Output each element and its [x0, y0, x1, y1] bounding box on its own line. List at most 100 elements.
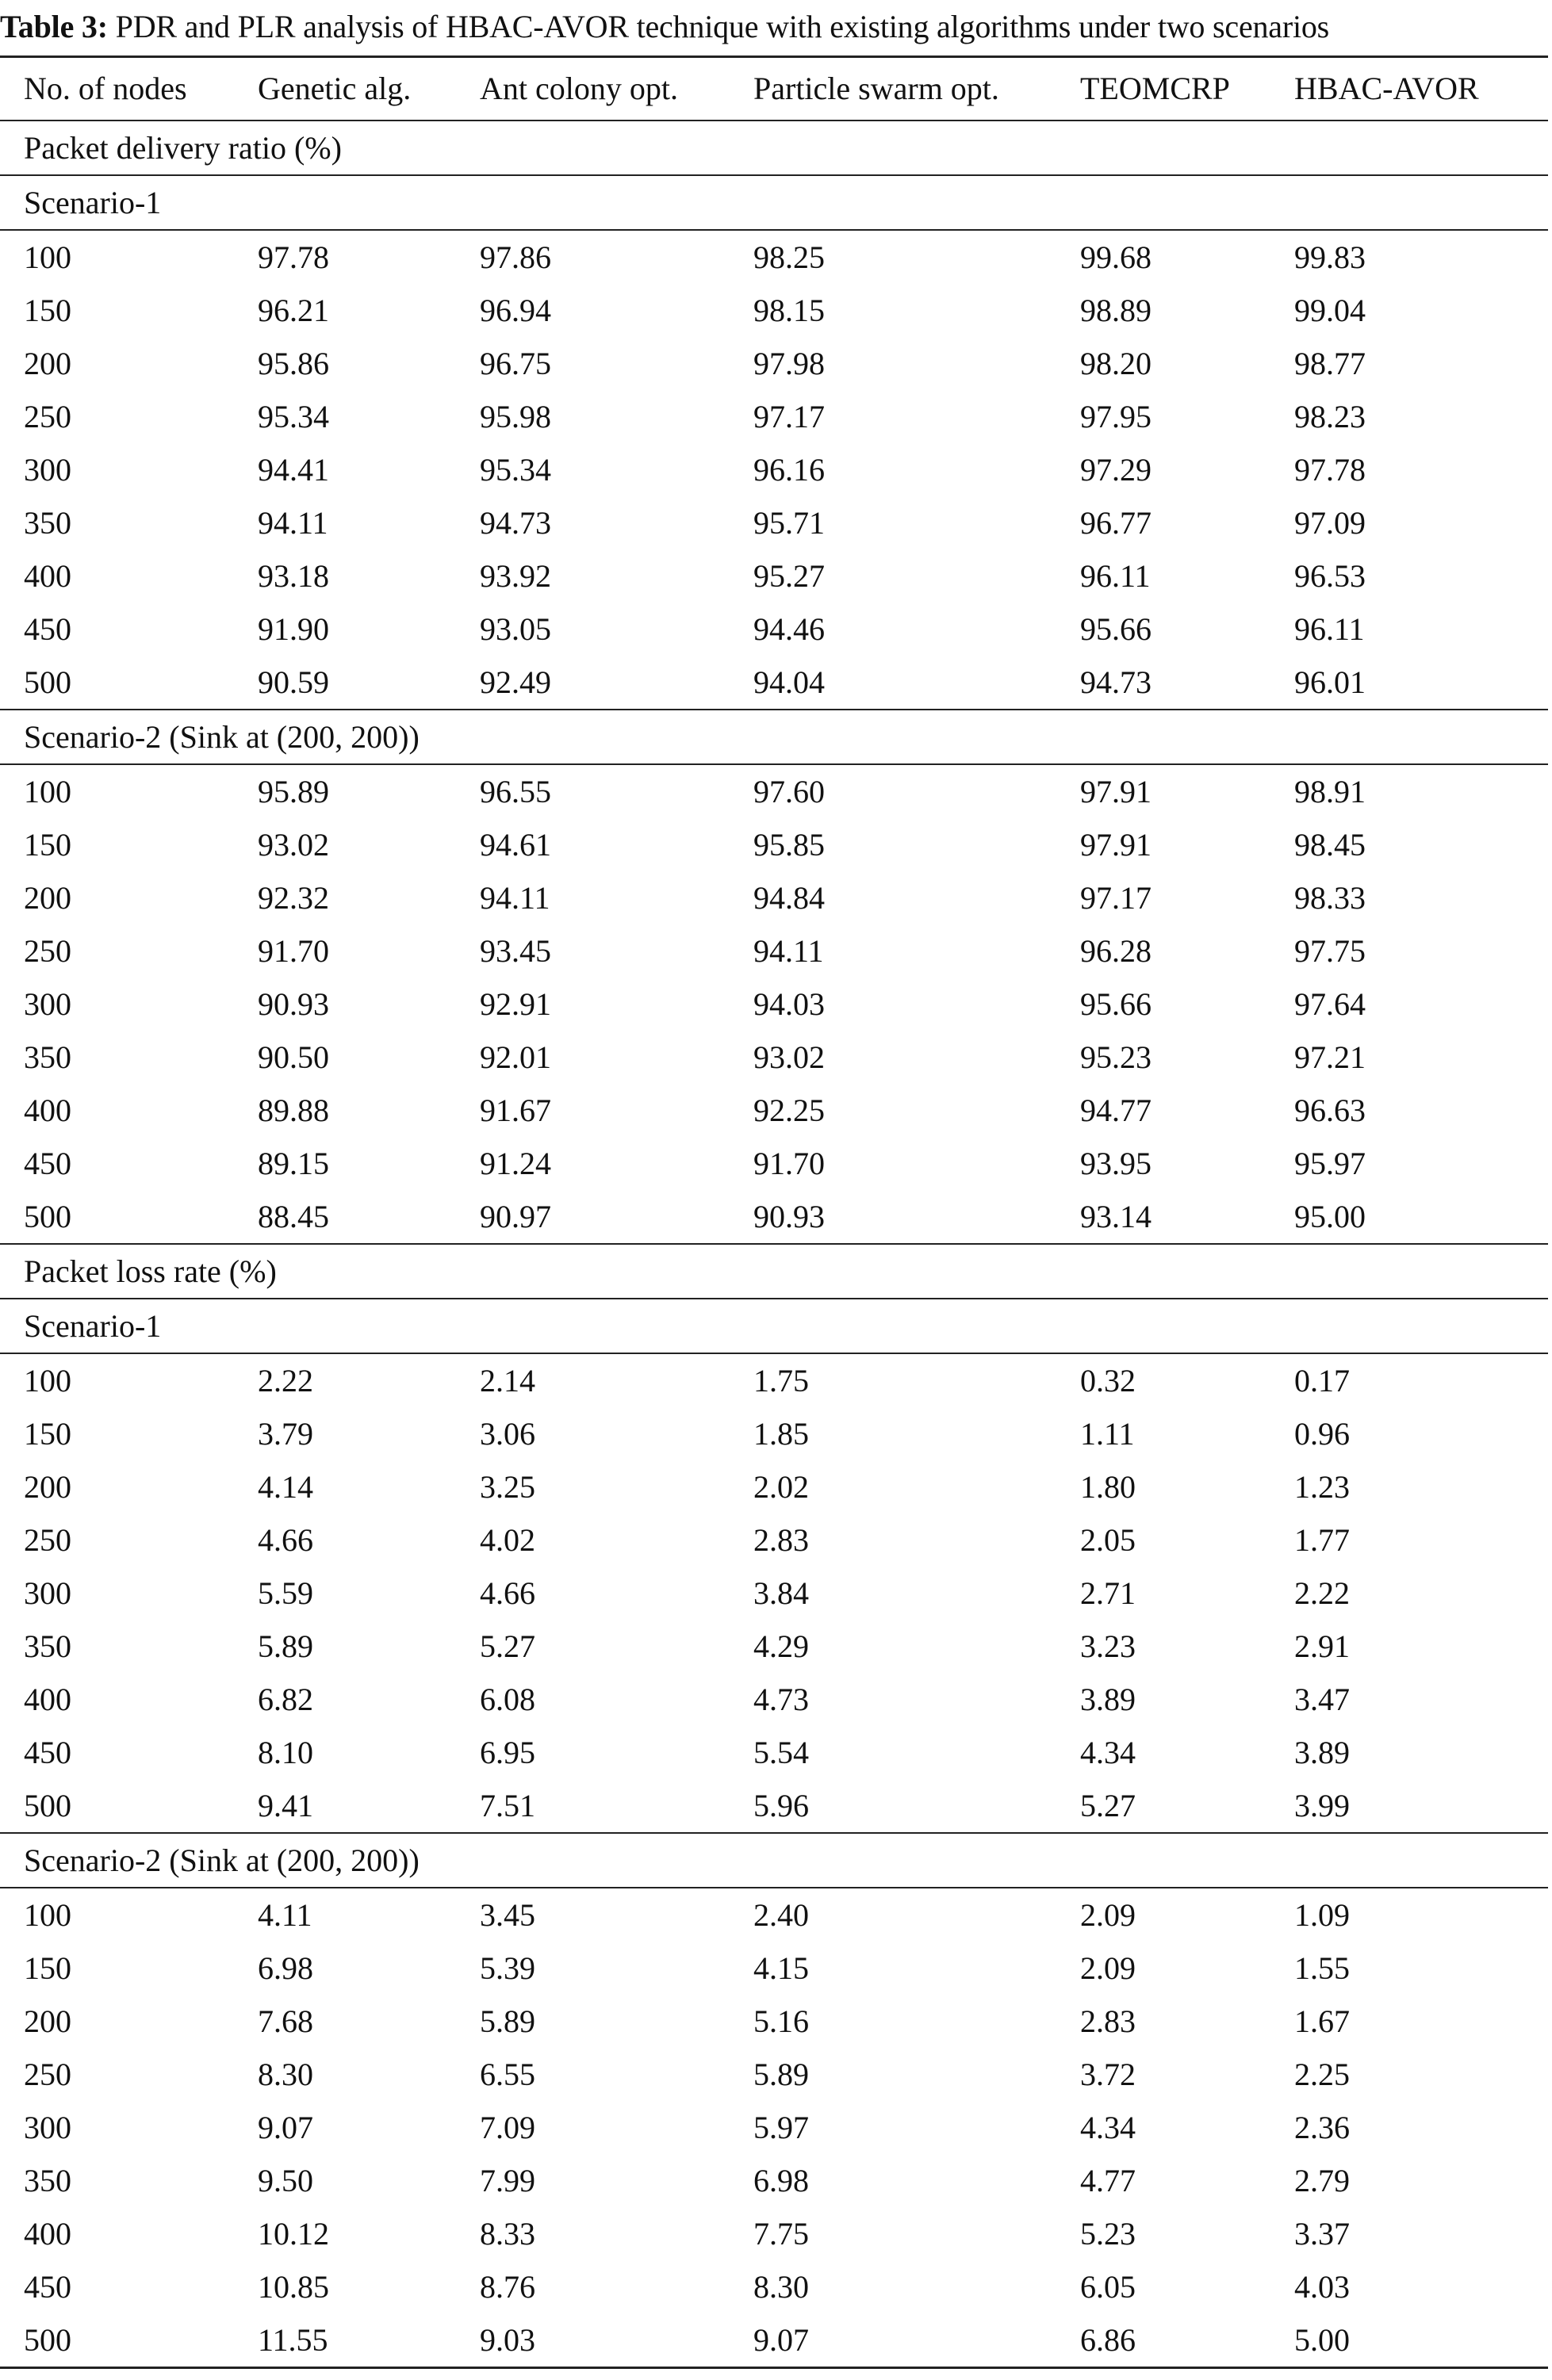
table-cell: 91.24: [480, 1146, 551, 1181]
table-cell: 150: [24, 827, 71, 863]
table-cell: 5.89: [753, 2057, 809, 2092]
table-cell: 8.10: [258, 1735, 313, 1770]
table-cell: 98.25: [753, 239, 825, 275]
table-cell: 11.55: [258, 2322, 328, 2358]
table-cell: 5.54: [753, 1735, 809, 1770]
table-cell: 1.11: [1080, 1416, 1135, 1452]
table-cell: 97.78: [258, 239, 329, 275]
table-cell: 4.15: [753, 1950, 809, 1986]
table-cell: 4.14: [258, 1469, 313, 1505]
table-cell: 5.89: [258, 1628, 313, 1664]
column-header-genetic: Genetic alg.: [258, 71, 412, 106]
table-cell: 97.98: [753, 346, 825, 381]
table-cell: 91.70: [258, 933, 329, 969]
table-cell: 5.27: [1080, 1788, 1136, 1823]
table-cell: 4.66: [480, 1575, 535, 1611]
table-cell: 98.45: [1294, 827, 1366, 863]
table-cell: 400: [24, 2216, 71, 2252]
table-cell: 4.66: [258, 1522, 313, 1558]
table-row: 100 95.89 96.55 97.60 97.91 98.91: [0, 764, 1548, 818]
table-cell: 91.70: [753, 1146, 825, 1181]
table-cell: 5.00: [1294, 2322, 1350, 2358]
table-cell: 2.83: [753, 1522, 809, 1558]
table-cell: 97.86: [480, 239, 551, 275]
table-cell: 500: [24, 1788, 71, 1823]
table-caption-text: PDR and PLR analysis of HBAC-AVOR techni…: [107, 9, 1330, 44]
scenario-heading-row: Scenario-2 (Sink at (200, 200)): [0, 710, 1548, 764]
table-cell: 3.89: [1080, 1682, 1136, 1717]
table-row: 100 97.78 97.86 98.25 99.68 99.83: [0, 230, 1548, 284]
table-cell: 2.02: [753, 1469, 809, 1505]
table-cell: 94.04: [753, 664, 825, 700]
table-cell: 300: [24, 986, 71, 1022]
column-header-hbac-avor: HBAC-AVOR: [1294, 71, 1479, 106]
table-cell: 95.66: [1080, 986, 1152, 1022]
table-caption: Table 3: PDR and PLR analysis of HBAC-AV…: [0, 3, 1552, 51]
table-cell: 96.55: [480, 774, 551, 809]
table-cell: 94.73: [1080, 664, 1152, 700]
table-cell: 97.91: [1080, 827, 1152, 863]
table-cell: 500: [24, 1199, 71, 1234]
table-cell: 94.11: [258, 505, 328, 541]
column-header-nodes: No. of nodes: [24, 71, 187, 106]
table-cell: 3.23: [1080, 1628, 1136, 1664]
header-row: No. of nodes Genetic alg. Ant colony opt…: [0, 56, 1548, 121]
table-row: 300 5.59 4.66 3.84 2.71 2.22: [0, 1567, 1548, 1620]
column-header-pso: Particle swarm opt.: [753, 71, 999, 106]
table-cell: 94.41: [258, 452, 329, 488]
table-cell: 10.12: [258, 2216, 329, 2252]
table-row: 150 6.98 5.39 4.15 2.09 1.55: [0, 1942, 1548, 1995]
table-cell: 93.45: [480, 933, 551, 969]
table-cell: 97.75: [1294, 933, 1366, 969]
table-row: 200 7.68 5.89 5.16 2.83 1.67: [0, 1995, 1548, 2048]
table-cell: 3.72: [1080, 2057, 1136, 2092]
table-cell: 300: [24, 2110, 71, 2145]
table-cell: 2.36: [1294, 2110, 1350, 2145]
table-row: 500 90.59 92.49 94.04 94.73 96.01: [0, 656, 1548, 710]
table-cell: 95.85: [753, 827, 825, 863]
table-cell: 450: [24, 1735, 71, 1770]
table-cell: 93.02: [258, 827, 329, 863]
table-row: 500 11.55 9.03 9.07 6.86 5.00: [0, 2313, 1548, 2368]
table-cell: 97.21: [1294, 1039, 1366, 1075]
table-row: 500 88.45 90.97 90.93 93.14 95.00: [0, 1190, 1548, 1244]
table-cell: 96.53: [1294, 558, 1366, 594]
table-cell: 3.79: [258, 1416, 313, 1452]
table-row: 400 10.12 8.33 7.75 5.23 3.37: [0, 2207, 1548, 2260]
table-cell: 9.07: [258, 2110, 313, 2145]
table-cell: 4.77: [1080, 2163, 1136, 2198]
table-cell: 94.46: [753, 611, 825, 647]
table-cell: 90.93: [258, 986, 329, 1022]
scenario-heading-row: Scenario-2 (Sink at (200, 200)): [0, 1833, 1548, 1888]
table-cell: 5.96: [753, 1788, 809, 1823]
table-cell: 400: [24, 558, 71, 594]
table-row: 150 3.79 3.06 1.85 1.11 0.96: [0, 1407, 1548, 1460]
table-cell: 96.94: [480, 293, 551, 328]
table-cell: 3.25: [480, 1469, 535, 1505]
table-row: 400 6.82 6.08 4.73 3.89 3.47: [0, 1673, 1548, 1726]
table-row: 250 8.30 6.55 5.89 3.72 2.25: [0, 2048, 1548, 2101]
table-cell: 94.77: [1080, 1092, 1152, 1128]
table-cell: 92.01: [480, 1039, 551, 1075]
table-row: 450 10.85 8.76 8.30 6.05 4.03: [0, 2260, 1548, 2313]
table-row: 350 90.50 92.01 93.02 95.23 97.21: [0, 1031, 1548, 1084]
table-cell: 93.92: [480, 558, 551, 594]
table-header: No. of nodes Genetic alg. Ant colony opt…: [0, 56, 1548, 121]
table-cell: 5.16: [753, 2003, 809, 2039]
table-cell: 350: [24, 2163, 71, 2198]
table-cell: 400: [24, 1092, 71, 1128]
table-cell: 1.55: [1294, 1950, 1350, 1986]
table-cell: 7.09: [480, 2110, 535, 2145]
table-cell: 96.11: [1294, 611, 1365, 647]
table-cell: 0.32: [1080, 1363, 1136, 1399]
table-cell: 500: [24, 664, 71, 700]
table-caption-label: Table 3:: [0, 9, 108, 44]
table-cell: 95.71: [753, 505, 825, 541]
table-cell: 8.30: [258, 2057, 313, 2092]
table-row: 100 2.22 2.14 1.75 0.32 0.17: [0, 1353, 1548, 1407]
table-cell: 7.75: [753, 2216, 809, 2252]
table-cell: 97.29: [1080, 452, 1152, 488]
table-row: 200 92.32 94.11 94.84 97.17 98.33: [0, 871, 1548, 924]
table-cell: 4.03: [1294, 2269, 1350, 2305]
table-cell: 90.50: [258, 1039, 329, 1075]
